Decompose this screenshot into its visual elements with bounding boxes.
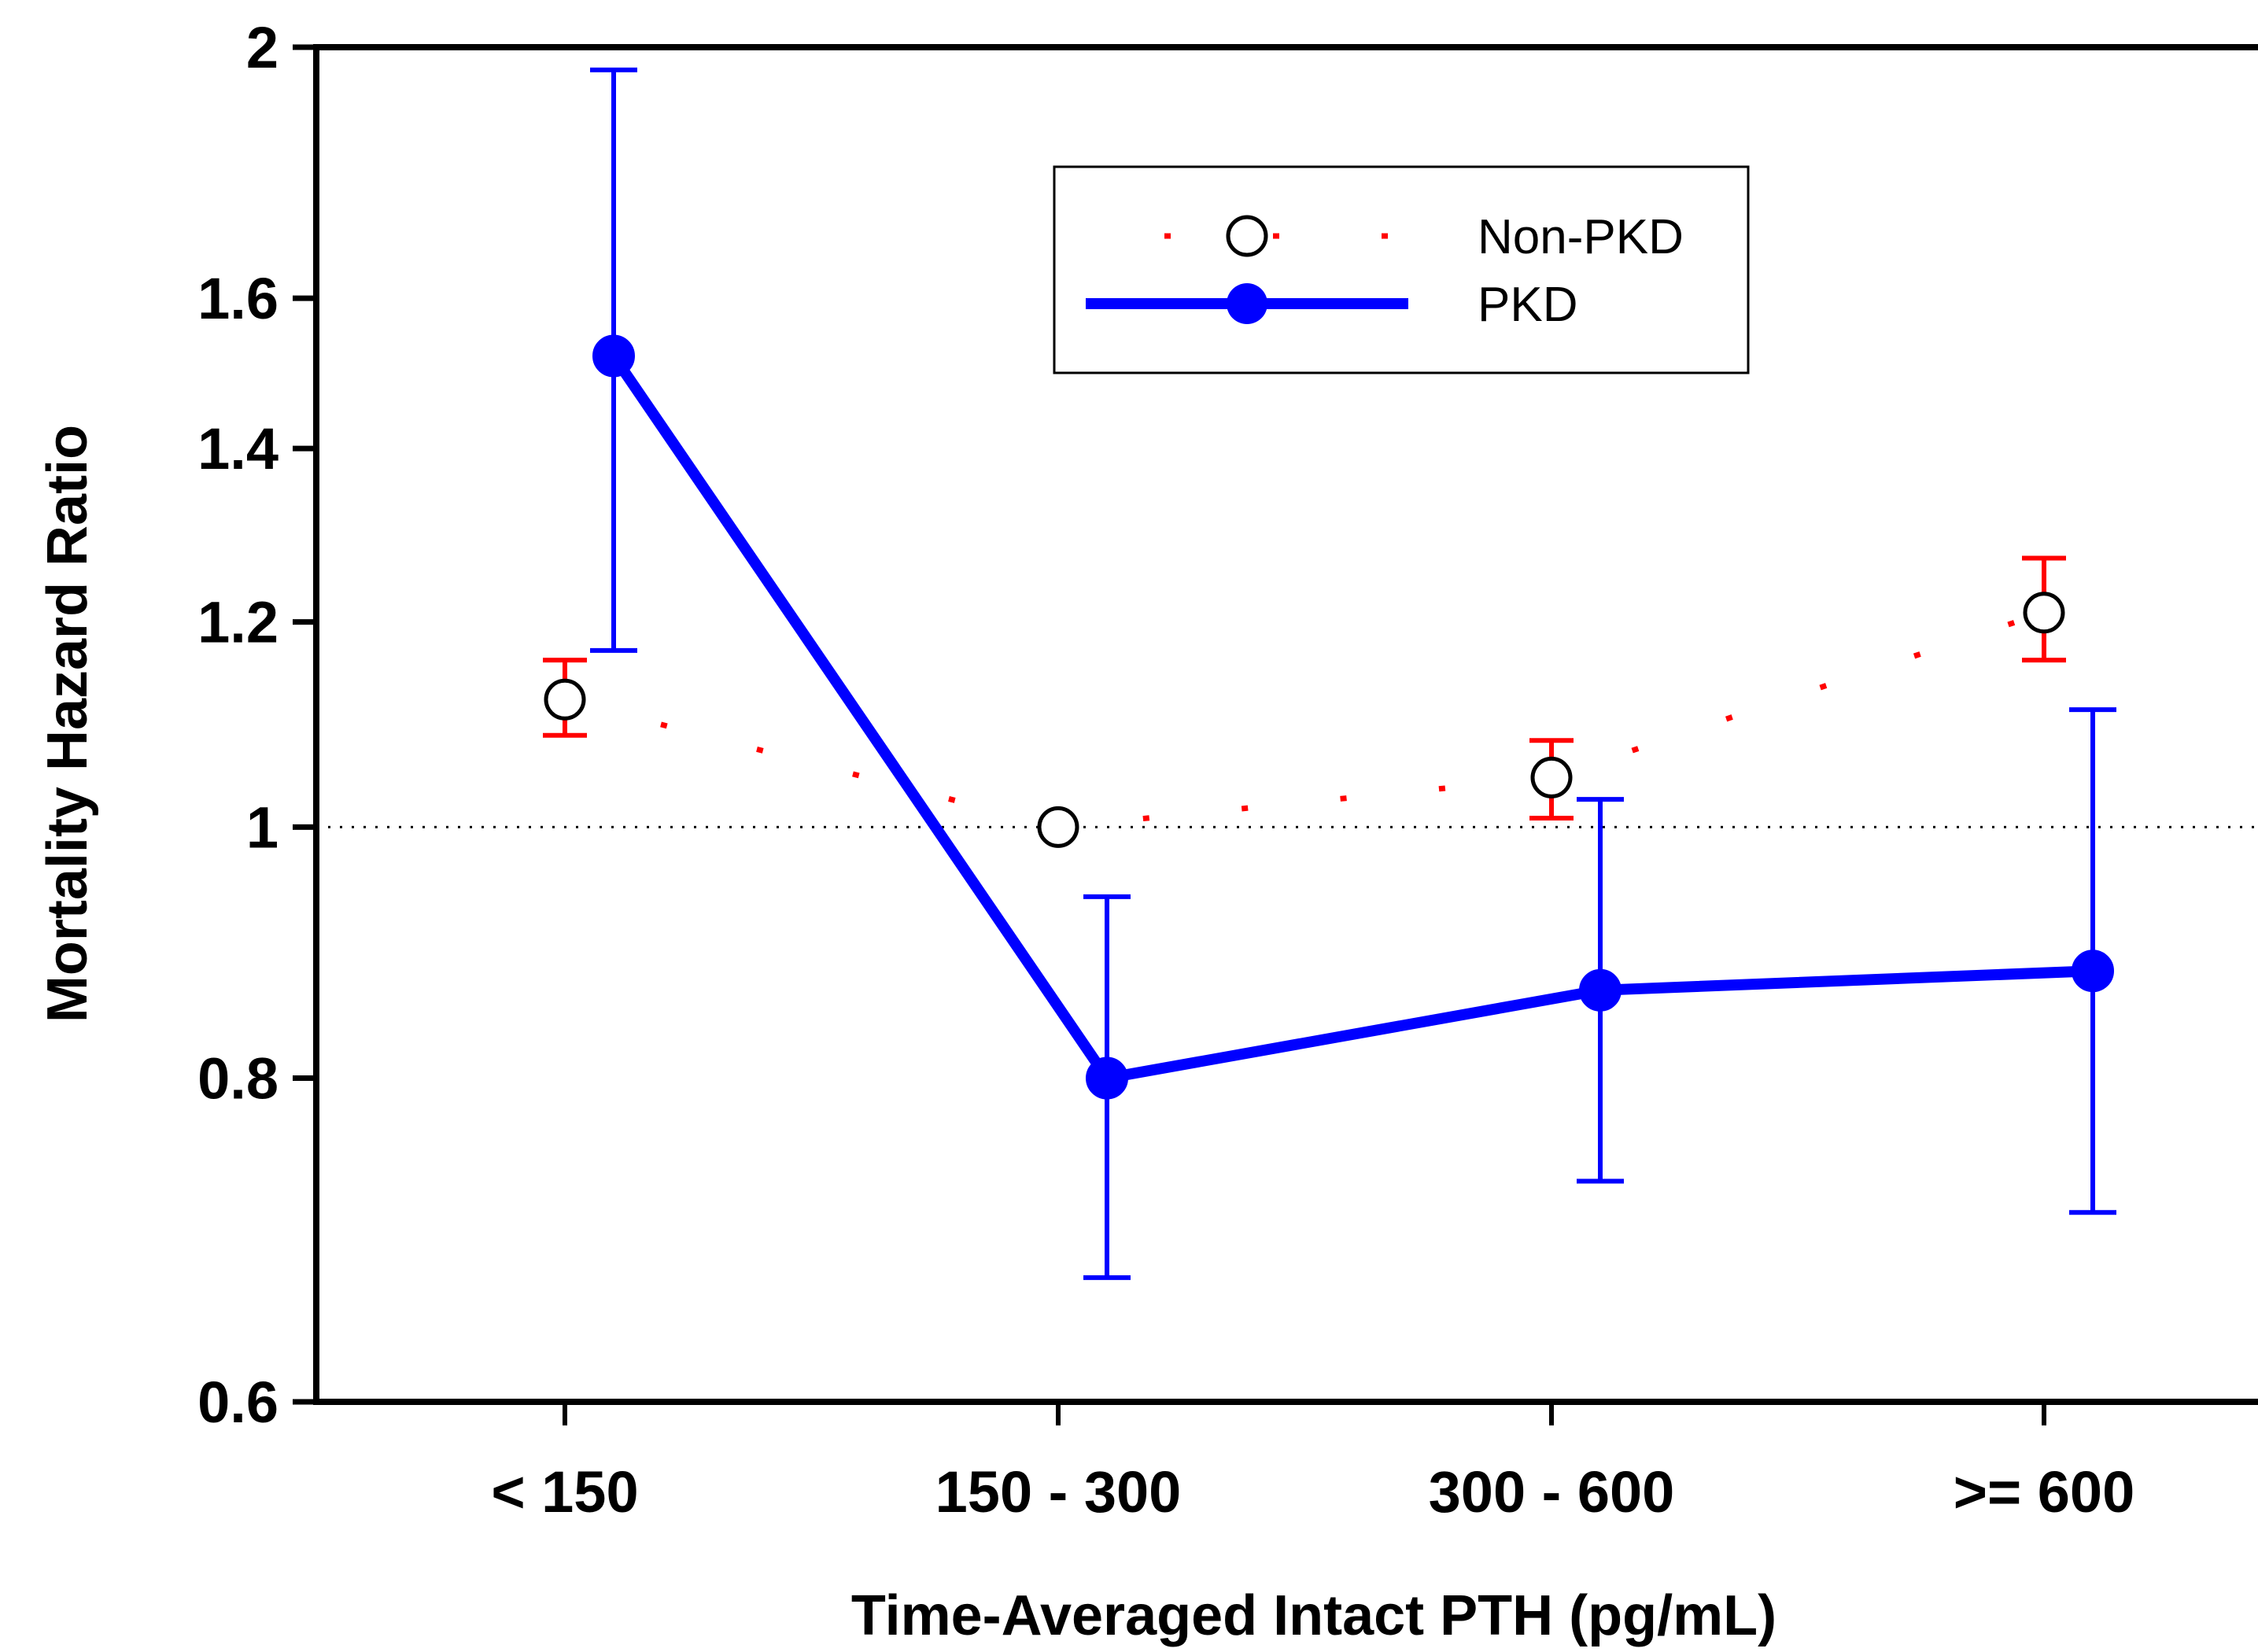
data-point	[1086, 1056, 1128, 1100]
data-point	[592, 334, 635, 378]
legend-marker-non-pkd	[1226, 215, 1268, 257]
data-point	[1530, 756, 1573, 798]
legend-box	[1053, 165, 1750, 374]
x-axis-title: Time-Averaged Intact PTH (pg/mL)	[851, 1584, 1777, 1647]
legend-label-pkd: PKD	[1478, 278, 1577, 332]
series-non-pkd	[543, 555, 2066, 848]
x-tick-label: < 150	[491, 1459, 638, 1525]
legend-label-non-pkd: Non-PKD	[1478, 210, 1684, 264]
x-tick-label: 300 - 600	[1429, 1459, 1675, 1525]
data-point	[1579, 968, 1622, 1012]
y-tick-label: 1.4	[197, 416, 279, 481]
y-tick-label: 1.2	[197, 590, 279, 655]
y-tick-label: 1	[246, 795, 279, 860]
data-point	[1037, 806, 1079, 848]
data-point	[544, 678, 586, 721]
data-point	[2072, 950, 2114, 993]
series-line	[609, 352, 2094, 1085]
x-tick-label: >= 600	[1954, 1459, 2134, 1525]
y-tick-label: 2	[246, 15, 279, 80]
series-group	[543, 67, 2116, 1281]
axes: 0.6 0.8 1 1.2 1.4 1.6 2 < 150 150 - 300 300 - 600…	[197, 15, 2258, 1525]
legend: Non-PKD PKD	[1053, 165, 1750, 374]
y-tick-label: 1.6	[197, 266, 279, 331]
y-tick-label: 0.6	[197, 1370, 279, 1435]
y-tick-label: 0.8	[197, 1046, 279, 1112]
legend-marker-pkd	[1227, 283, 1267, 324]
data-point	[2023, 592, 2065, 634]
series-line	[564, 610, 2046, 830]
y-axis-title: Mortality Hazard Ratio	[36, 425, 99, 1023]
x-tick-label: 150 - 300	[935, 1459, 1182, 1525]
series-pkd	[590, 67, 2116, 1281]
